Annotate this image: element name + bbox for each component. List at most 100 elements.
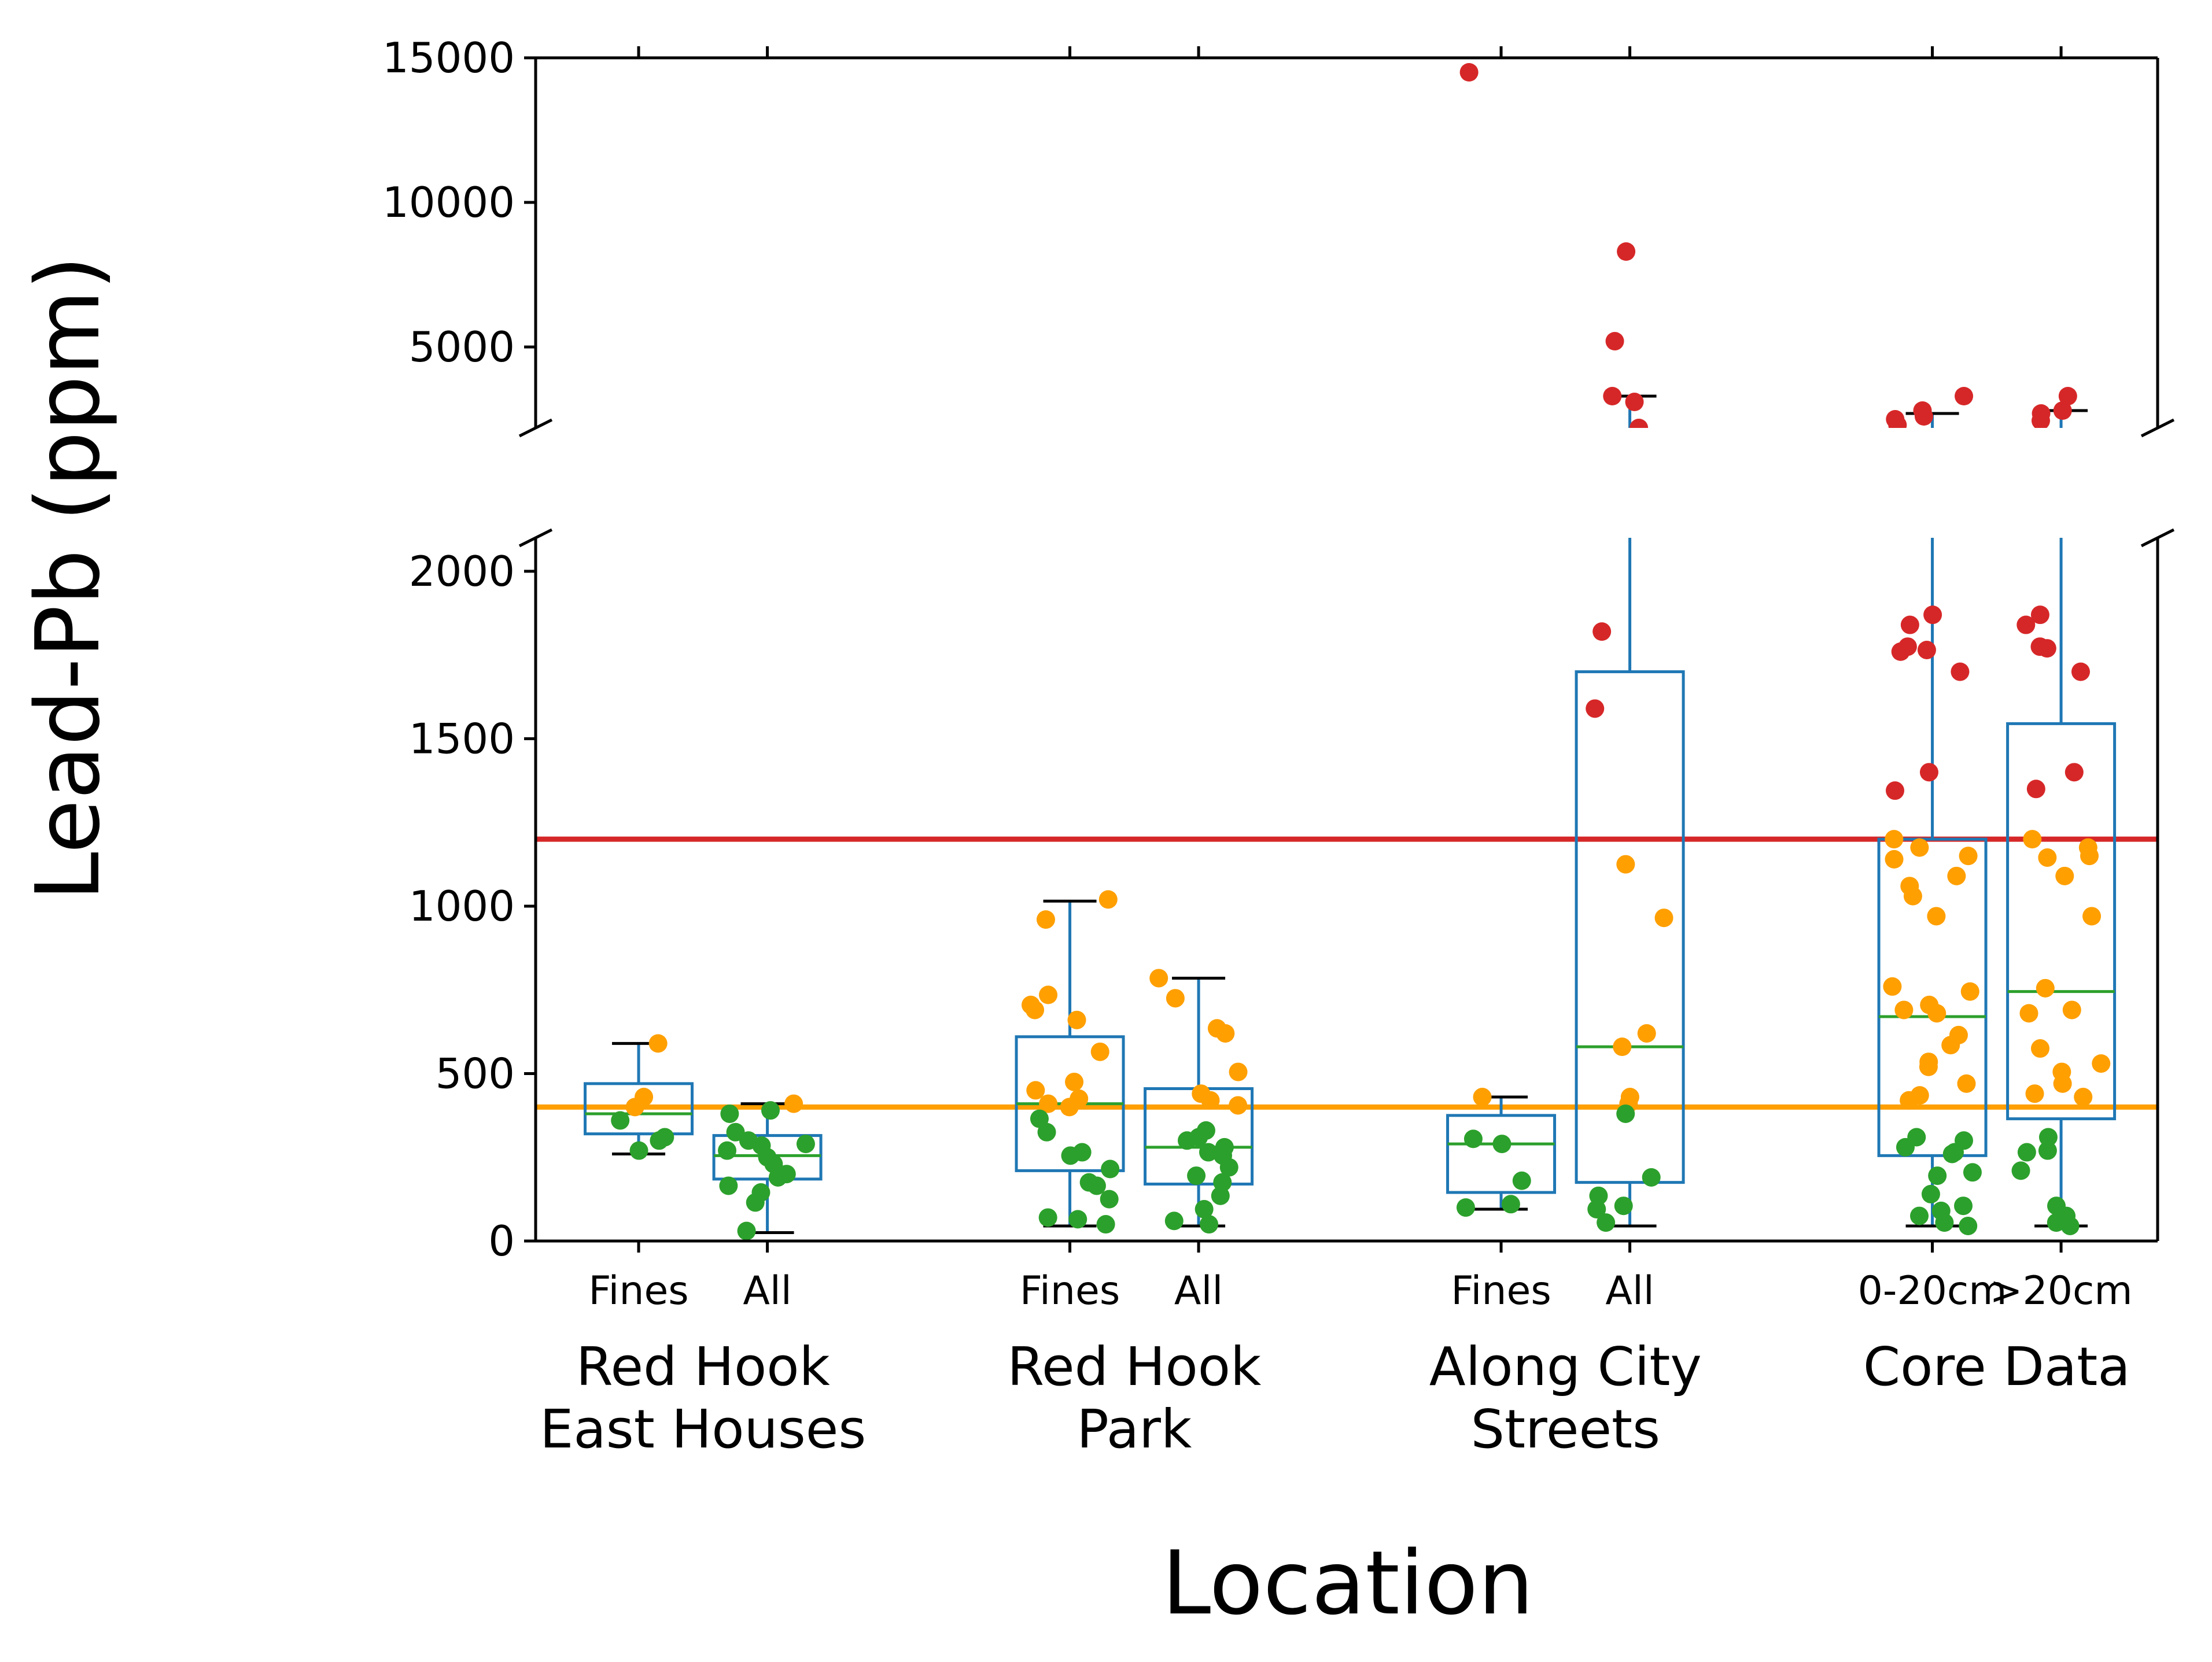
data-point [2080,847,2099,866]
data-point [1638,464,1656,483]
data-point [1068,481,1087,499]
data-point [1214,475,1232,493]
y-tick-label: 5000 [409,323,515,371]
data-point [1502,479,1520,498]
data-point [1603,387,1622,405]
data-point [1900,470,1918,489]
data-point [1513,477,1531,496]
data-point [2082,455,2101,473]
data-point [2059,127,2077,145]
data-point [1208,464,1226,482]
data-point [1464,474,1483,492]
data-point [1927,455,1945,473]
data-point [1197,473,1215,492]
data-point [1229,468,1248,486]
data-point [1919,763,1938,782]
data-point [1211,1186,1230,1205]
axis-break-mark [2140,418,2175,438]
data-point [1022,462,1040,481]
data-point [2023,830,2042,849]
data-point [1900,452,1919,470]
data-point [1901,429,1919,448]
data-point [2016,615,2036,634]
data-point [1200,1215,1219,1234]
data-point [1101,1159,1120,1179]
axis-break-mark [518,528,553,548]
data-point [751,478,770,497]
data-point [1910,480,1929,498]
y-tick-label: 15000 [382,34,515,82]
data-point [1947,451,1966,470]
data-point [1067,1010,1086,1029]
data-point [1941,1036,1960,1055]
x-group-label: Core Data [1863,1336,2130,1398]
data-point [2032,411,2050,428]
data-point [2027,444,2045,462]
data-point [2054,469,2072,487]
data-point [1888,416,1907,428]
data-point [1904,453,1922,471]
data-point [1943,475,1962,493]
data-point [2058,387,2077,405]
data-point [1195,479,1214,498]
data-point [1888,461,1907,480]
data-point [1060,1098,1079,1117]
data-point [2055,866,2074,885]
data-point [1914,407,1933,426]
data-point [1038,473,1056,492]
data-point [1616,1104,1635,1123]
data-point [2038,431,2056,450]
data-point [1621,470,1639,489]
data-point [1030,472,1049,490]
data-point [2038,1128,2058,1147]
data-point [2074,1088,2093,1107]
data-point [1959,1216,1978,1235]
data-point [1928,477,1946,495]
x-group-label: Along City [1429,1336,1702,1398]
data-point [739,474,758,492]
data-point [1616,450,1635,468]
data-point [1932,480,1951,498]
data-point [1961,461,1979,479]
data-point [1189,474,1208,492]
data-point [1894,1000,1914,1020]
data-point [1951,662,1970,681]
data-point [1098,890,1118,909]
box [1446,1114,1557,1194]
data-point [1642,477,1661,496]
data-point [1068,463,1086,482]
data-point [2082,907,2102,926]
data-point [719,478,738,496]
data-point [1201,470,1220,489]
data-point [2016,429,2035,448]
data-point [1891,642,1910,661]
data-point [1090,1042,1109,1061]
x-group-label: Red Hook [576,1336,831,1398]
data-point [1164,1212,1184,1231]
axis-break-mark [2140,528,2175,548]
data-point [1900,615,1919,634]
data-point [2062,1000,2081,1020]
data-point [2065,442,2084,460]
data-point [1883,460,1901,479]
data-point [1619,471,1638,489]
data-point [2030,1039,2049,1058]
data-point [1629,495,1648,514]
data-point [784,471,803,489]
data-point [1065,468,1083,487]
x-sub-label: Fines [1020,1268,1120,1314]
data-point [1026,463,1044,481]
data-point [1928,1166,1947,1185]
data-point [727,473,745,492]
data-point [1915,361,1933,379]
y-tick-label: 500 [436,1049,515,1098]
data-point [650,1131,669,1150]
data-point [2092,467,2110,486]
data-point [2038,475,2057,493]
data-point [1886,781,1905,800]
data-point [1903,887,1922,906]
data-point [1955,474,1973,492]
data-point [1655,455,1673,473]
lower-plot-area [536,127,2158,1240]
data-point [2092,1054,2111,1073]
